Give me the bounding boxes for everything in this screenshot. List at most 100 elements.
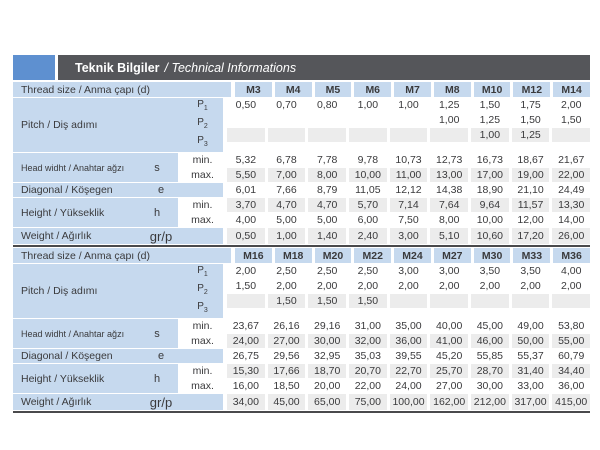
data-cell: 24,49 (558, 184, 585, 196)
data-cell: 12,12 (395, 184, 422, 196)
data-cell: 3,50 (479, 265, 501, 277)
data-cell (268, 113, 306, 127)
column-header-cell: M20 (314, 248, 352, 263)
column-header-cell: M3 (235, 82, 272, 97)
diagonal-row: Diagonal / Köşegen e 6,01 7,66 8,79 11,05 12,1… (13, 183, 590, 197)
data-cell (430, 294, 469, 308)
data-cell: 3,00 (389, 228, 428, 244)
height-symbol: h (153, 372, 161, 385)
data-cell: 30,00 (476, 380, 503, 392)
pitch-row-label: Pitch / Diş adımı (21, 285, 98, 297)
data-cell: 7,64 (430, 198, 469, 212)
data-cell: 27,00 (267, 334, 306, 348)
data-cell: 5,50 (227, 168, 265, 182)
data-cell: 2,00 (235, 265, 257, 277)
max-label: max. (182, 168, 223, 182)
section-title-turkish: Teknik Bilgiler (75, 60, 160, 75)
data-cell: 0,50 (227, 228, 265, 244)
data-cell: 39,55 (395, 350, 422, 362)
height-row-label: Height / Yükseklik (21, 206, 105, 219)
data-cell: 45,00 (267, 394, 306, 410)
data-cell: 317,00 (511, 394, 550, 410)
section-title-bar: Teknik Bilgiler / Technical Informations (58, 55, 590, 80)
data-cell: 46,00 (471, 334, 509, 348)
diagonal-row: Diagonal / Köşegen e 26,75 29,56 32,95 35,03 3… (13, 349, 590, 363)
data-cell: 162,00 (430, 394, 469, 410)
data-cell: 2,00 (560, 99, 582, 111)
table-bottom-rule (13, 245, 590, 247)
data-cell: 1,50 (520, 114, 541, 126)
data-cell: 41,00 (430, 334, 469, 348)
data-cell (389, 294, 428, 308)
data-cell: 33,00 (517, 380, 544, 392)
data-cell: 7,00 (267, 168, 306, 182)
data-cell: 18,70 (308, 364, 347, 378)
head-symbol: s (154, 161, 160, 174)
data-cell: 20,70 (349, 364, 387, 378)
data-cell: 20,00 (314, 380, 341, 392)
data-cell: 2,40 (349, 228, 387, 244)
data-cell: 49,00 (517, 320, 544, 332)
column-header-cell: M24 (394, 248, 431, 263)
data-cell: 3,70 (227, 198, 265, 212)
weight-row-label: Weight / Ağırlık (21, 396, 92, 408)
data-cell: 6,78 (276, 154, 297, 166)
data-cell: 12,00 (517, 214, 544, 226)
head-width-group: Head widht / Anahtar ağzı s min. 5,32 6,78 7,… (13, 153, 591, 182)
data-cell: 8,00 (308, 168, 347, 182)
min-label: min. (182, 153, 223, 167)
thread-size-label: Thread size / Anma çapı (d) (13, 82, 231, 97)
data-cell: 4,70 (267, 198, 306, 212)
data-cell: 55,00 (552, 334, 591, 348)
data-cell: 24,00 (395, 380, 422, 392)
column-header-cell: M33 (513, 248, 551, 263)
data-cell: 0,80 (316, 99, 338, 111)
data-cell: 0,50 (235, 99, 257, 111)
column-header-cell: M7 (394, 82, 431, 97)
height-row-label: Height / Yükseklik (21, 372, 105, 385)
pitch-row-label: Pitch / Diş adımı (21, 119, 98, 131)
data-cell: 5,32 (235, 154, 257, 166)
diagonal-symbol: e (157, 184, 165, 196)
data-cell: 2,00 (276, 280, 297, 292)
data-cell: 31,00 (354, 320, 381, 332)
data-cell: 2,00 (560, 280, 582, 292)
data-cell: 18,67 (517, 154, 544, 166)
data-cell: 1,50 (267, 294, 306, 308)
data-cell: 29,16 (314, 320, 341, 332)
data-cell: 35,00 (395, 320, 422, 332)
data-cell: 13,30 (552, 198, 591, 212)
data-cell: 11,57 (511, 198, 550, 212)
data-cell: 7,50 (398, 214, 419, 226)
data-cell: 15,30 (227, 364, 265, 378)
table-bottom-rule (13, 411, 590, 413)
data-cell (552, 128, 591, 142)
data-cell: 17,66 (267, 364, 306, 378)
data-cell: 2,00 (520, 280, 541, 292)
pitch-symbol: P2 (197, 283, 208, 296)
height-group: Height / Yükseklik h min. 3,70 4,70 4,70 5,70 7… (13, 198, 591, 227)
column-header-cell: M8 (433, 82, 471, 97)
data-cell: 415,00 (552, 394, 591, 410)
data-cell: 26,00 (552, 228, 591, 244)
data-cell: 5,10 (430, 228, 469, 244)
head-symbol: s (154, 327, 160, 340)
data-cell: 18,50 (273, 380, 300, 392)
data-cell: 21,10 (517, 184, 544, 196)
data-cell: 34,40 (552, 364, 591, 378)
data-cell: 2,50 (316, 265, 338, 277)
data-cell (227, 294, 265, 308)
weight-row: Weight / Ağırlık gr/p 0,50 1,00 1,40 2,40 3,00… (13, 228, 591, 244)
data-cell (349, 113, 387, 127)
data-cell: 10,00 (476, 214, 503, 226)
diagonal-row-label: Diagonal / Köşegen (21, 350, 113, 362)
data-cell: 60,79 (558, 350, 585, 362)
pitch-label-cell: Pitch / Diş adımı P1 P2 P3 (13, 264, 223, 318)
data-cell: 24,00 (227, 334, 265, 348)
data-cell: 55,85 (476, 350, 503, 362)
data-cell (227, 113, 265, 127)
data-cell: 34,00 (227, 394, 265, 410)
data-cell: 6,01 (235, 184, 257, 196)
data-cell: 3,00 (438, 265, 460, 277)
